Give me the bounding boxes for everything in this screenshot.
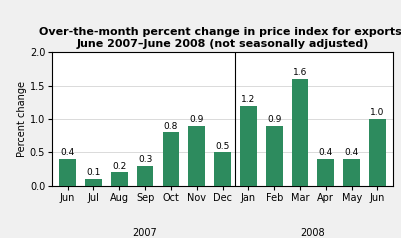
Text: 0.1: 0.1	[86, 168, 101, 177]
Text: 0.4: 0.4	[344, 148, 359, 157]
Text: 0.2: 0.2	[112, 162, 126, 171]
Bar	[343, 159, 360, 186]
Text: 0.9: 0.9	[267, 115, 282, 124]
Text: 1.0: 1.0	[370, 108, 385, 117]
Text: 0.4: 0.4	[61, 148, 75, 157]
Text: 2007: 2007	[133, 228, 158, 238]
Text: 1.2: 1.2	[241, 95, 255, 104]
Y-axis label: Percent change: Percent change	[17, 81, 27, 157]
Bar	[188, 126, 205, 186]
Bar	[111, 172, 128, 186]
Text: 2008: 2008	[301, 228, 325, 238]
Bar	[162, 132, 179, 186]
Text: 0.8: 0.8	[164, 122, 178, 131]
Bar	[266, 126, 283, 186]
Title: Over-the-month percent change in price index for exports,
June 2007–June 2008 (n: Over-the-month percent change in price i…	[39, 27, 401, 49]
Bar	[240, 106, 257, 186]
Bar	[85, 179, 102, 186]
Bar	[318, 159, 334, 186]
Bar	[292, 79, 308, 186]
Text: 1.6: 1.6	[293, 68, 307, 77]
Text: 0.9: 0.9	[190, 115, 204, 124]
Text: 0.4: 0.4	[319, 148, 333, 157]
Bar	[369, 119, 386, 186]
Text: 0.3: 0.3	[138, 155, 152, 164]
Bar	[59, 159, 76, 186]
Text: 0.5: 0.5	[215, 142, 230, 151]
Bar	[137, 166, 154, 186]
Bar	[214, 152, 231, 186]
